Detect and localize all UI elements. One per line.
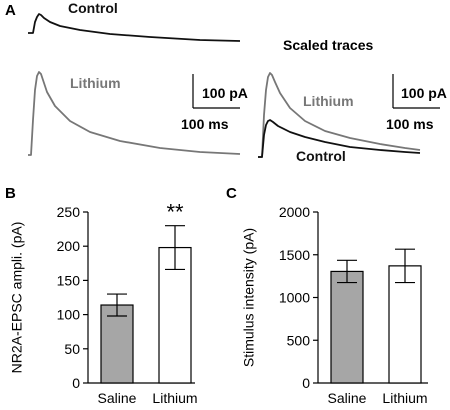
panel-c-letter: C bbox=[226, 185, 237, 202]
y-axis-label-b: NR2A-EPSC ampli. (pA) bbox=[9, 222, 25, 374]
y-tick-label-c: 1500 bbox=[279, 247, 310, 263]
x-tick-label-saline-c: Saline bbox=[328, 390, 367, 406]
x-tick-label-lithium-b: Lithium bbox=[152, 390, 197, 406]
y-tick-label-c: 0 bbox=[302, 375, 310, 391]
y-tick-label-c: 1000 bbox=[279, 290, 310, 306]
bar-saline-b bbox=[100, 304, 134, 384]
control-trace bbox=[28, 13, 241, 42]
panel-a-letter: A bbox=[5, 2, 16, 19]
y-tick-label-c: 2000 bbox=[279, 204, 310, 220]
scaled-lithium-trace bbox=[258, 72, 421, 158]
y-tick-label-c: 500 bbox=[287, 332, 311, 348]
scale-amplitude-label-left: 100 pA bbox=[202, 85, 248, 101]
y-tick-label-b: 200 bbox=[57, 238, 81, 254]
lithium-trace-label: Lithium bbox=[70, 75, 121, 91]
scaled-lithium-label: Lithium bbox=[303, 93, 354, 109]
scale-amplitude-label-right: 100 pA bbox=[401, 85, 447, 101]
scale-time-label-right: 100 ms bbox=[386, 116, 434, 132]
chart-b: 0 50 100 150 200 250 NR2A-EPSC ampli. (pA) Sali… bbox=[9, 200, 198, 406]
control-trace-label: Control bbox=[68, 0, 118, 16]
y-tick-label-b: 0 bbox=[72, 375, 80, 391]
y-axis-label-c: Stimulus intensity (pA) bbox=[241, 228, 257, 367]
scaled-control-label: Control bbox=[296, 148, 346, 164]
chart-c: 0 500 1000 1500 2000 Stimulus intensity (pA) S… bbox=[241, 204, 428, 406]
panel-b-letter: B bbox=[5, 185, 16, 202]
bar-lithium-c bbox=[388, 265, 422, 384]
y-tick-label-b: 250 bbox=[57, 204, 81, 220]
y-tick-label-b: 100 bbox=[57, 307, 81, 323]
scale-time-label-left: 100 ms bbox=[181, 116, 229, 132]
x-tick-label-lithium-c: Lithium bbox=[382, 390, 427, 406]
y-tick-label-b: 150 bbox=[57, 272, 81, 288]
x-tick-label-saline-b: Saline bbox=[98, 390, 137, 406]
significance-marker: ** bbox=[166, 200, 184, 225]
lithium-trace bbox=[28, 71, 241, 156]
scaled-traces-title: Scaled traces bbox=[283, 37, 373, 53]
y-tick-label-b: 50 bbox=[64, 341, 80, 357]
bar-saline-c bbox=[330, 270, 364, 384]
scaled-control-trace bbox=[258, 119, 421, 158]
